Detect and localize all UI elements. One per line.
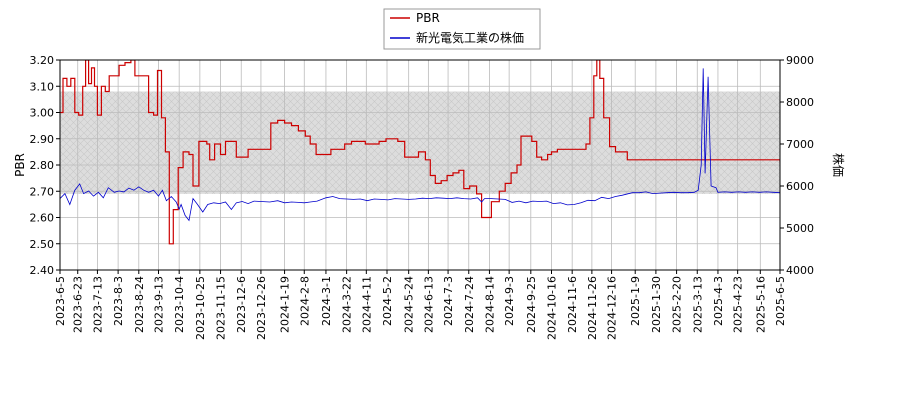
x-tick-label: 2023-10-25 bbox=[194, 276, 207, 340]
x-tick-label: 2025-1-30 bbox=[650, 276, 663, 333]
x-tick-label: 2023-6-5 bbox=[54, 276, 67, 326]
x-tick-label: 2024-5-24 bbox=[403, 276, 416, 333]
pbr-series-line bbox=[60, 60, 780, 245]
x-tick-label: 2023-6-23 bbox=[72, 276, 85, 333]
left-tick-label: 2.80 bbox=[30, 159, 55, 172]
band-hatch bbox=[60, 91, 780, 194]
x-tick-label: 2024-3-22 bbox=[341, 276, 354, 333]
x-tick-label: 2024-10-16 bbox=[545, 276, 558, 340]
x-tick-label: 2023-9-13 bbox=[152, 276, 165, 333]
x-tick-label: 2024-4-11 bbox=[360, 276, 373, 333]
price-series-line bbox=[60, 68, 780, 222]
x-tick-label: 2024-8-14 bbox=[483, 276, 496, 333]
left-tick-label: 2.60 bbox=[30, 212, 55, 225]
right-tick-label: 7000 bbox=[786, 138, 814, 151]
x-tick-label: 2024-7-3 bbox=[442, 276, 455, 326]
right-axis-title: 株価 bbox=[831, 153, 846, 177]
left-tick-label: 2.50 bbox=[30, 238, 55, 251]
x-tick-label: 2023-8-3 bbox=[112, 276, 125, 326]
x-tick-label: 2024-3-1 bbox=[320, 276, 333, 326]
left-axis-title: PBR bbox=[13, 153, 27, 177]
legend-box bbox=[383, 8, 541, 50]
left-tick-label: 2.40 bbox=[30, 264, 55, 277]
x-tick-label: 2023-11-15 bbox=[215, 276, 228, 340]
left-tick-label: 3.10 bbox=[30, 80, 55, 93]
x-tick-label: 2025-5-16 bbox=[754, 276, 767, 333]
left-tick-label: 3.00 bbox=[30, 107, 55, 120]
x-tick-label: 2024-1-19 bbox=[279, 276, 292, 333]
x-tick-label: 2024-11-6 bbox=[566, 276, 579, 333]
right-tick-label: 8000 bbox=[786, 96, 814, 109]
right-tick-label: 9000 bbox=[786, 54, 814, 67]
x-tick-label: 2024-11-26 bbox=[586, 276, 599, 340]
left-tick-label: 2.70 bbox=[30, 185, 55, 198]
grid-lines bbox=[59, 59, 781, 271]
x-tick-label: 2025-3-13 bbox=[691, 276, 704, 333]
x-tick-label: 2025-1-9 bbox=[629, 276, 642, 326]
x-tick-label: 2023-7-13 bbox=[91, 276, 104, 333]
x-tick-label: 2024-5-2 bbox=[381, 276, 394, 326]
right-tick-label: 6000 bbox=[786, 180, 814, 193]
x-tick-label: 2025-4-23 bbox=[732, 276, 745, 333]
legend-price-label: 新光電気工業の株価 bbox=[416, 30, 524, 45]
x-tick-label: 2025-2-20 bbox=[671, 276, 684, 333]
x-tick-label: 2024-7-24 bbox=[463, 276, 476, 333]
x-tick-label: 2024-9-3 bbox=[503, 276, 516, 326]
x-tick-label: 2023-12-26 bbox=[255, 276, 268, 340]
right-tick-label: 5000 bbox=[786, 222, 814, 235]
x-tick-label: 2024-12-16 bbox=[606, 276, 619, 340]
x-tick-label: 2024-6-13 bbox=[422, 276, 435, 333]
left-tick-label: 3.20 bbox=[30, 54, 55, 67]
left-tick-label: 2.90 bbox=[30, 133, 55, 146]
x-tick-label: 2023-8-24 bbox=[133, 276, 146, 333]
legend-pbr-label: PBR bbox=[416, 11, 440, 25]
x-tick-label: 2024-9-25 bbox=[525, 276, 538, 333]
x-tick-label: 2023-12-6 bbox=[235, 276, 248, 333]
x-tick-label: 2025-4-3 bbox=[712, 276, 725, 326]
x-tick-label: 2023-10-4 bbox=[173, 276, 186, 333]
legend: PBR 新光電気工業の株価 bbox=[383, 8, 541, 50]
right-tick-label: 4000 bbox=[786, 264, 814, 277]
x-tick-label: 2025-6-5 bbox=[774, 276, 787, 326]
x-tick-label: 2024-2-8 bbox=[298, 276, 311, 326]
